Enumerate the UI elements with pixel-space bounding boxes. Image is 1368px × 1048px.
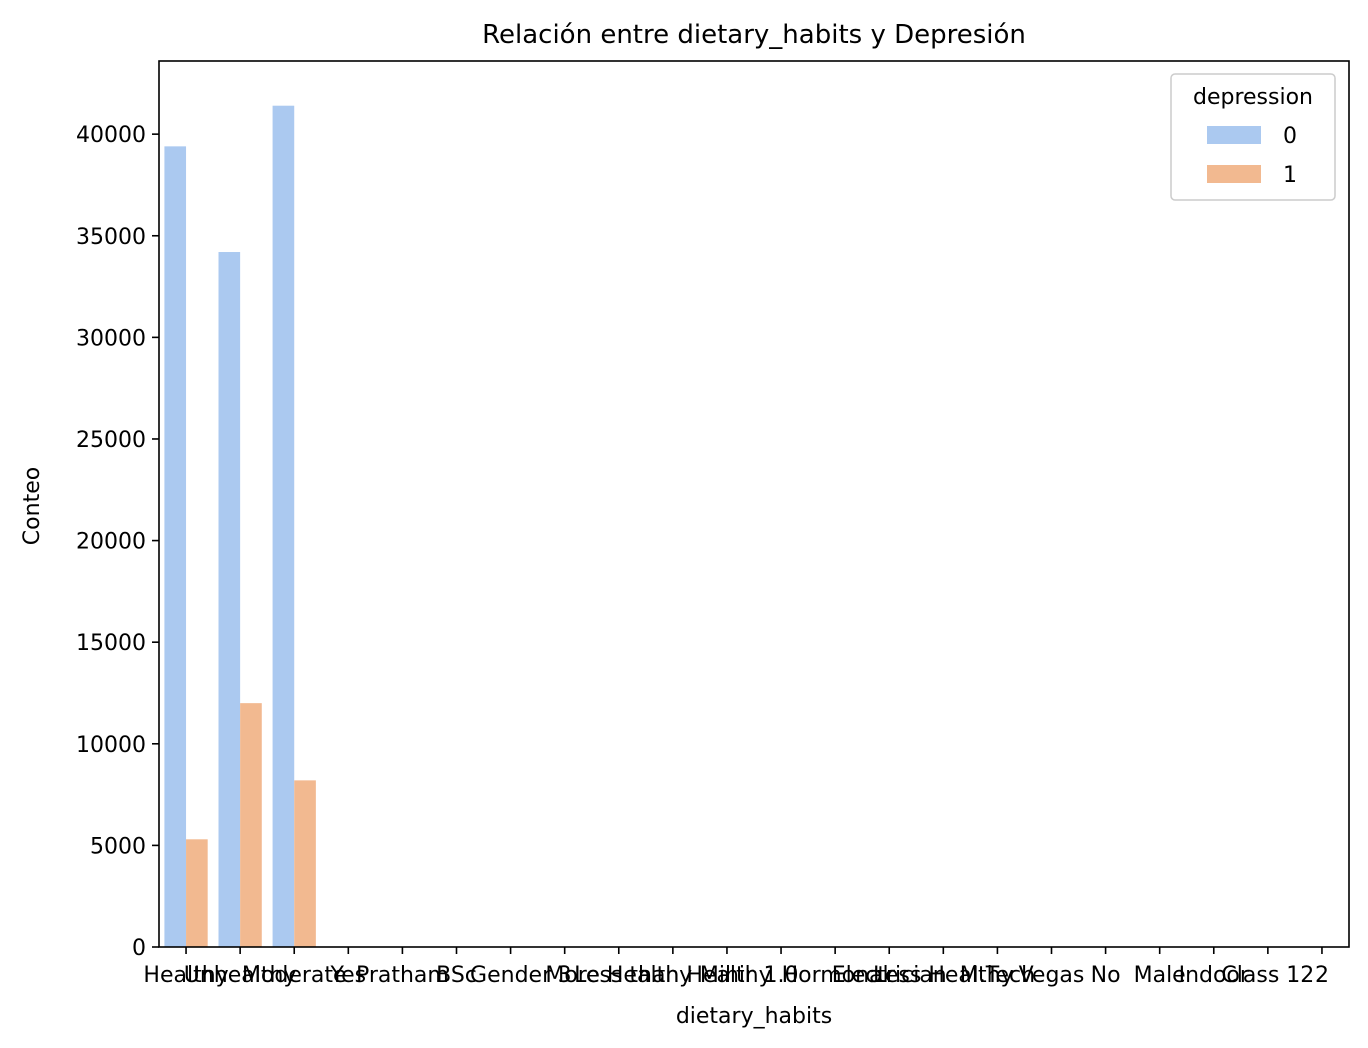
y-tick-label: 15000 bbox=[76, 631, 146, 656]
x-tick-label: Pratham bbox=[356, 963, 449, 988]
x-tick-label: Less than Healthy bbox=[574, 963, 772, 988]
legend-label-1: 1 bbox=[1283, 163, 1297, 188]
x-tick-label: Unhealthy bbox=[184, 963, 297, 988]
x-tick-label: 3 bbox=[558, 963, 572, 988]
x-tick-label: Less Healthy bbox=[873, 963, 1014, 988]
x-tick-label: Yes bbox=[330, 963, 367, 988]
x-tick-label: 1.0 bbox=[764, 963, 799, 988]
x-tick-label: Indoor bbox=[1179, 963, 1250, 988]
x-tick-label: Hormonal bbox=[782, 963, 889, 988]
bar-series-0-0 bbox=[164, 146, 187, 947]
y-tick-label: 10000 bbox=[76, 733, 146, 758]
x-tick-label: More Healthy bbox=[545, 963, 692, 988]
chart-title: Relación entre dietary_habits y Depresió… bbox=[482, 20, 1026, 50]
x-tick-label: No bbox=[1091, 963, 1121, 988]
x-tick-label: Moderate bbox=[242, 963, 347, 988]
plot-frame bbox=[158, 60, 1350, 948]
legend-swatch-0 bbox=[1207, 126, 1261, 144]
x-axis: HealthyUnhealthyModerateYesPrathamBScGen… bbox=[143, 947, 1329, 988]
legend-swatch-1 bbox=[1207, 165, 1261, 183]
x-tick-label: 2 bbox=[1315, 963, 1329, 988]
x-tick-label: M.Tech bbox=[960, 963, 1035, 988]
bar-series-0-1 bbox=[218, 252, 241, 948]
bars-group bbox=[164, 105, 316, 948]
y-tick-label: 30000 bbox=[76, 326, 146, 351]
y-tick-label: 0 bbox=[132, 936, 146, 961]
y-tick-label: 40000 bbox=[76, 123, 146, 148]
x-tick-label: Healthy bbox=[143, 963, 228, 988]
legend-label-0: 0 bbox=[1283, 124, 1297, 149]
x-tick-label: Vegas bbox=[1019, 963, 1085, 988]
bar-series-1-0 bbox=[186, 839, 208, 947]
bar-series-0-2 bbox=[272, 105, 295, 947]
x-tick-label: Male bbox=[1134, 963, 1186, 988]
x-tick-label: Mihir bbox=[700, 963, 755, 988]
y-tick-label: 25000 bbox=[76, 428, 146, 453]
y-tick-label: 20000 bbox=[76, 530, 146, 555]
legend-title: depression bbox=[1193, 85, 1313, 110]
bar-series-1-2 bbox=[294, 780, 316, 947]
y-axis: 0 5000 10000 15000 20000 25000 30000 35000 40000 bbox=[76, 123, 159, 961]
x-tick-label: BSc bbox=[436, 963, 477, 988]
bar-series-1-1 bbox=[240, 703, 262, 947]
legend: depression 0 1 bbox=[1170, 73, 1336, 201]
x-tick-label: Gender bbox=[470, 963, 552, 988]
y-axis-title: Conteo bbox=[20, 467, 45, 545]
y-tick-label: 35000 bbox=[76, 225, 146, 250]
x-tick-label: Electrician bbox=[832, 963, 947, 988]
x-tick-label: Class 12 bbox=[1221, 963, 1314, 988]
y-tick-label: 5000 bbox=[90, 834, 146, 859]
x-axis-title: dietary_habits bbox=[676, 1004, 832, 1029]
